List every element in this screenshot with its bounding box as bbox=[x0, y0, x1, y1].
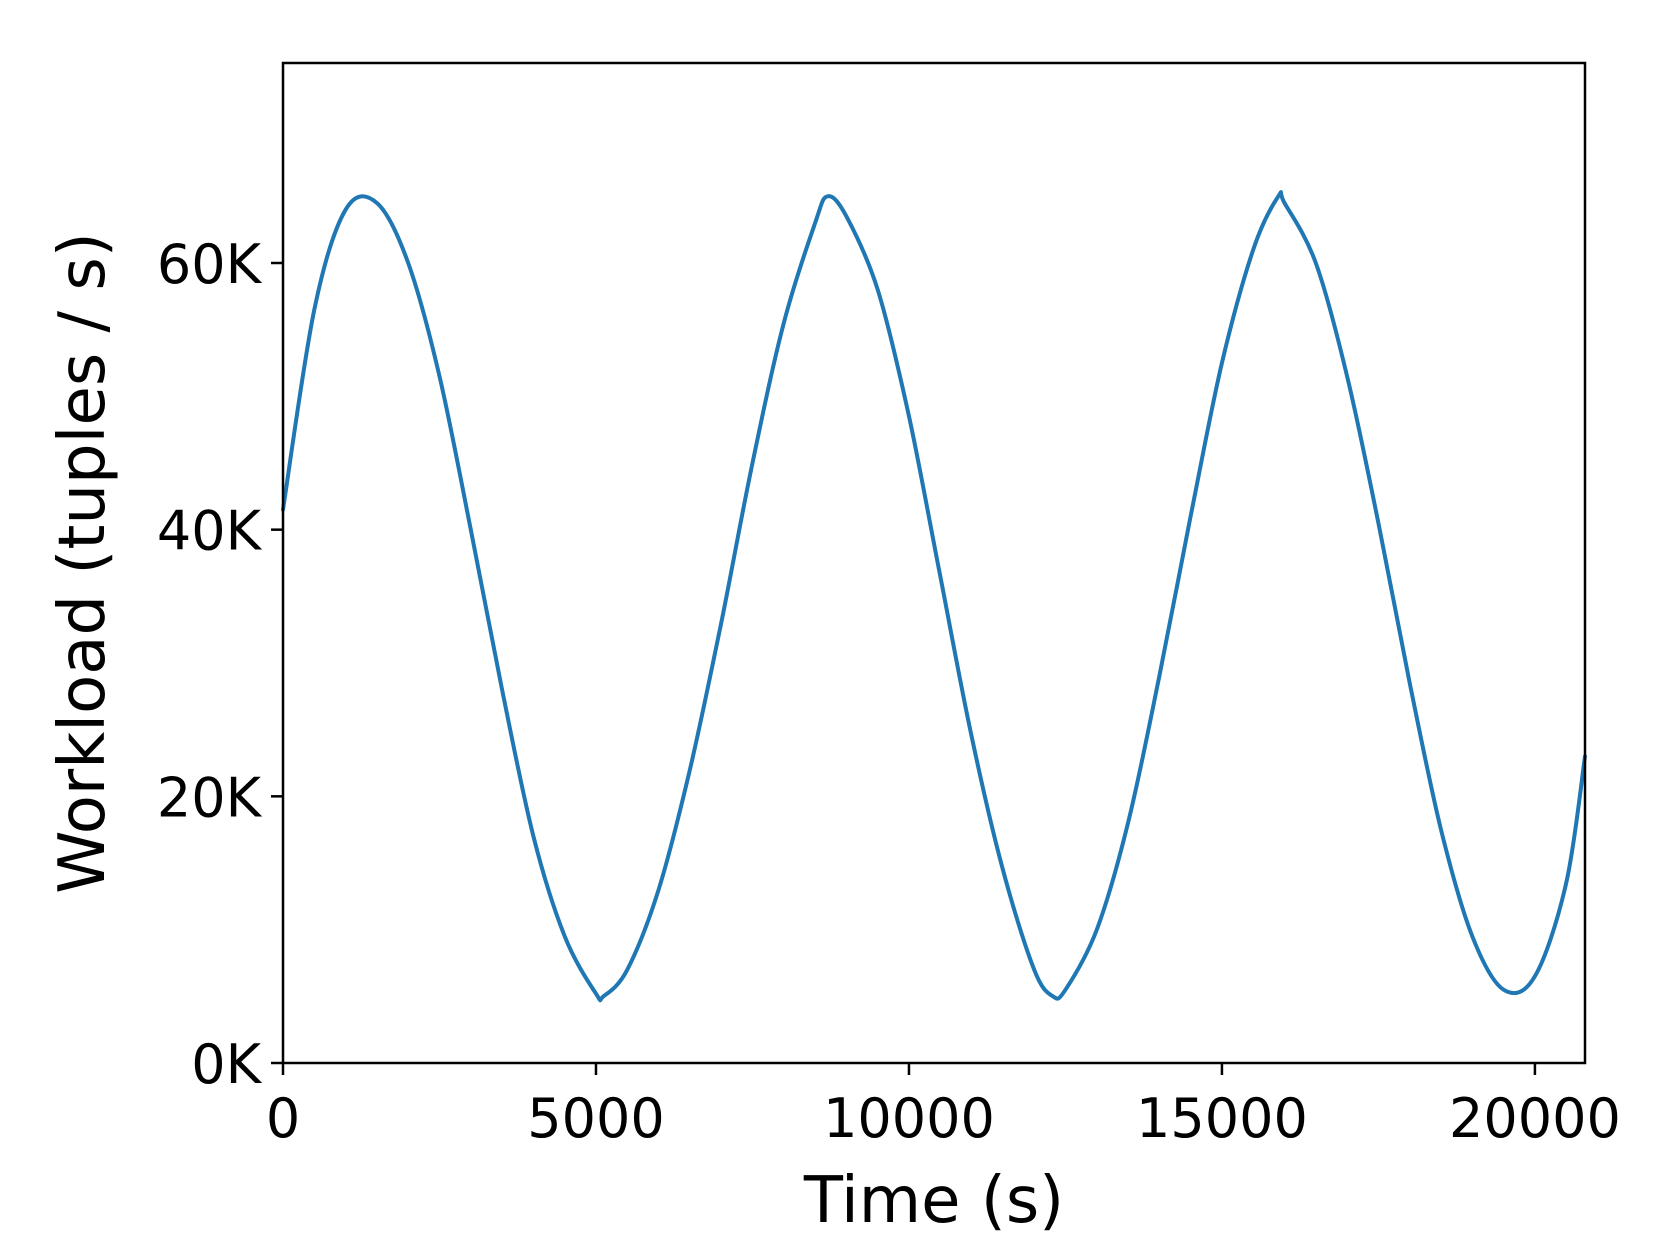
x-axis-label: Time (s) bbox=[803, 1164, 1064, 1238]
x-axis-ticks: 0 5000 10000 15000 20000 bbox=[266, 1063, 1621, 1150]
x-tick-label: 15000 bbox=[1136, 1087, 1308, 1150]
y-tick-label: 0K bbox=[191, 1033, 262, 1096]
x-tick-label: 5000 bbox=[527, 1087, 664, 1150]
plot-frame bbox=[281, 61, 1587, 1065]
series-line bbox=[281, 190, 1587, 1003]
y-axis-ticks: 0K 20K 40K 60K bbox=[157, 233, 283, 1096]
x-tick-label: 10000 bbox=[823, 1087, 995, 1150]
y-tick-label: 20K bbox=[157, 766, 263, 829]
x-tick-label: 20000 bbox=[1449, 1087, 1621, 1150]
y-axis-label: Workload (tuples / s) bbox=[46, 232, 120, 894]
y-tick-label: 40K bbox=[157, 500, 263, 563]
x-tick-label: 0 bbox=[266, 1087, 300, 1150]
y-tick-label: 60K bbox=[157, 233, 263, 296]
